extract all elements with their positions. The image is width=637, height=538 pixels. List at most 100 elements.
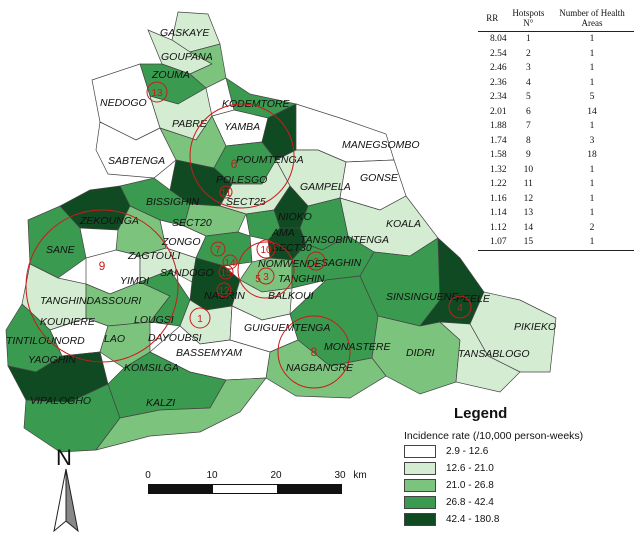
hotspot-2-number: 2	[313, 257, 319, 268]
label-tintilounord: TINTILOUNORD	[6, 335, 85, 347]
cell-hotspot: 2	[525, 48, 531, 59]
cell-hotspot: 13	[523, 208, 534, 219]
cell-health-areas: 1	[589, 121, 595, 132]
label-tansablogo: TANSABLOGO	[458, 348, 530, 360]
cell-rr: 2.54	[490, 48, 507, 59]
legend-swatch	[404, 512, 436, 526]
table-row: 1.32 10 1	[478, 163, 634, 178]
legend-label: 26.8 - 42.4	[446, 496, 494, 508]
hotspot-circles	[25, 81, 472, 389]
hotspot-10-number: 10	[260, 245, 272, 256]
hotspot-8-circle	[277, 315, 351, 389]
label-sect30: SECT30	[272, 242, 312, 254]
label-zagtouli: ZAGTOULI	[127, 250, 180, 262]
legend-subtitle: Incidence rate (/10,000 person-weeks)	[404, 430, 584, 442]
cell-hotspot: 14	[523, 222, 534, 233]
hotspot-stats-table: RR Hotspots N° Number of Health Areas 8.…	[478, 6, 634, 251]
cell-hotspot: 3	[525, 63, 531, 74]
cell-rr: 1.88	[490, 121, 507, 132]
cell-hotspot: 4	[525, 77, 531, 88]
hotspot-1-circle	[189, 307, 211, 329]
hotspot-15-number: 15	[220, 268, 232, 279]
cell-rr: 2.34	[490, 92, 507, 103]
hotspot-9-circle	[25, 209, 179, 363]
hotspot-11-number: 11	[221, 188, 232, 199]
label-polesgo: POLESGO	[216, 174, 267, 186]
legend-item: 2.9 - 12.6	[404, 443, 634, 459]
hotspot-10-circle	[256, 239, 276, 259]
hotspot-6-circle	[189, 103, 295, 209]
cell-health-areas: 2	[589, 222, 595, 233]
scale-seg	[309, 485, 341, 493]
hotspot-5-number: 5	[255, 274, 261, 285]
table-row: 2.01 6 14	[478, 105, 634, 120]
cell-health-areas: 1	[589, 77, 595, 88]
label-koala: KOALA	[386, 218, 421, 230]
scale-seg	[181, 485, 213, 493]
cell-health-areas: 1	[589, 48, 595, 59]
hotspot-12-number: 12	[218, 286, 230, 297]
legend-swatch	[404, 478, 436, 492]
table-body: 8.04 1 1 2.54 2 1 2.46 3 1 2.36 4 1 2.34 5 5 2.01 6 14 1.8…	[478, 32, 634, 251]
table-row: 1.88 7 1	[478, 119, 634, 134]
cell-rr: 2.46	[490, 63, 507, 74]
hotspot-14-number: 14	[224, 258, 236, 269]
label-goupana: GOUPANA	[161, 51, 213, 63]
scale-segments	[148, 484, 342, 494]
label-kalzi: KALZI	[146, 397, 175, 409]
legend-item: 26.8 - 42.4	[404, 494, 634, 510]
cell-health-areas: 1	[589, 164, 595, 175]
label-zekounga: ZEKOUNGA	[79, 215, 139, 227]
scale-tick: 30	[334, 470, 346, 481]
area-labels: GASKAYE GOUPANA ZOUMA NEDOGO PABRE KODEM…	[6, 27, 556, 409]
cell-hotspot: 5	[525, 92, 531, 103]
scale-tick: 10	[206, 470, 218, 481]
label-pabre: PABRE	[172, 118, 208, 130]
cell-rr: 1.07	[478, 235, 507, 251]
scale-bar: 0 10 20 30 km	[145, 470, 388, 494]
label-poumtenga: POUMTENGA	[236, 154, 304, 166]
hotspot-2-circle	[306, 251, 326, 271]
table-row: 2.54 2 1	[478, 47, 634, 62]
hotspot-7-circle	[210, 241, 226, 257]
hotspot-5-circle	[237, 241, 295, 299]
hotspot-6-number: 6	[231, 157, 238, 171]
label-bissighin: BISSIGHIN	[146, 196, 200, 208]
scale-seg	[245, 485, 277, 493]
hotspot-9-number: 9	[99, 259, 106, 273]
scale-seg	[213, 485, 245, 493]
cell-rr: 1.32	[490, 164, 507, 175]
label-tanghin: TANGHIN	[278, 273, 325, 285]
cell-hotspot: 11	[523, 179, 533, 190]
scale-seg	[149, 485, 181, 493]
cell-health-areas: 14	[587, 106, 597, 117]
legend-item: 42.4 - 180.8	[404, 511, 634, 527]
label-nagbangre: NAGBANGRE	[286, 362, 354, 374]
label-ama: AMA	[271, 227, 295, 239]
table-row: 1.16 12 1	[478, 192, 634, 207]
cell-rr: 1.74	[490, 135, 507, 146]
legend-item: 21.0 - 26.8	[404, 477, 634, 493]
label-zongo: ZONGO	[161, 236, 201, 248]
area-sabtenga	[95, 121, 177, 179]
area-tansablogo	[439, 321, 521, 393]
label-nioko: NIOKO	[278, 211, 312, 223]
label-kodemtore: KODEMTORE	[222, 98, 290, 110]
hotspot-4-circle	[448, 295, 472, 319]
hotspot-14-circle	[222, 254, 238, 270]
label-tanghindassouri: TANGHINDASSOURI	[40, 295, 141, 307]
label-nagrin: NAGRIN	[204, 290, 245, 302]
label-zouma: ZOUMA	[151, 69, 190, 81]
table-row: 2.36 4 1	[478, 76, 634, 91]
cell-health-areas: 1	[589, 34, 595, 45]
label-nedogo: NEDOGO	[100, 97, 147, 109]
legend-item: 12.6 - 21.0	[404, 460, 634, 476]
label-sect20: SECT20	[172, 217, 212, 229]
cell-hotspot: 7	[525, 121, 531, 132]
label-sect25: SECT25	[226, 196, 266, 208]
cell-hotspot: 10	[523, 164, 534, 175]
label-didri: DIDRI	[406, 347, 435, 359]
label-tansobintenga: TANSOBINTENGA	[300, 234, 389, 246]
label-sabtenga: SABTENGA	[108, 155, 165, 167]
